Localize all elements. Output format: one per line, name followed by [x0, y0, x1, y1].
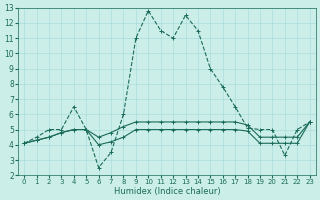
X-axis label: Humidex (Indice chaleur): Humidex (Indice chaleur) — [114, 187, 220, 196]
